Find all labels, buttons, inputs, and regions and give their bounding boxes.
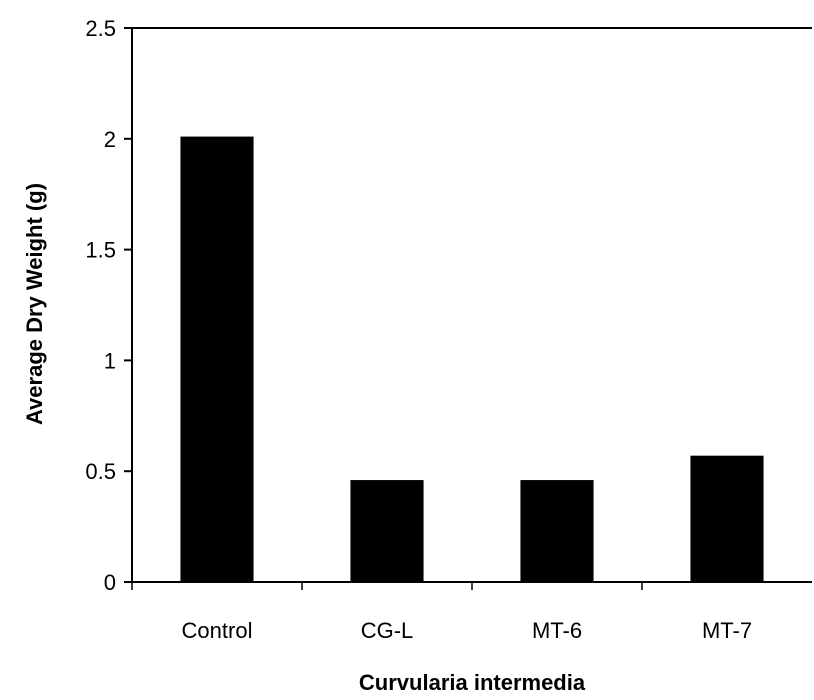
x-tick-label: MT-6 xyxy=(532,618,582,643)
bar xyxy=(350,480,424,582)
y-tick-label: 1.5 xyxy=(85,238,116,263)
y-tick-label: 0.5 xyxy=(85,459,116,484)
x-tick-label: Control xyxy=(182,618,253,643)
y-tick-label: 2.5 xyxy=(85,16,116,41)
y-tick-label: 0 xyxy=(104,570,116,595)
bar xyxy=(520,480,594,582)
bar xyxy=(180,136,254,583)
y-tick-label: 2 xyxy=(104,127,116,152)
bars xyxy=(180,136,764,583)
y-tick-label: 1 xyxy=(104,348,116,373)
y-axis-ticks: 0 0.5 1 1.5 2 2.5 xyxy=(85,16,132,595)
x-axis-title: Curvularia intermedia xyxy=(359,670,586,695)
x-axis-ticks: Control CG-L MT-6 MT-7 xyxy=(131,582,752,643)
bar xyxy=(690,455,764,582)
x-tick-label: MT-7 xyxy=(702,618,752,643)
y-axis-title: Average Dry Weight (g) xyxy=(22,183,47,425)
x-tick-label: CG-L xyxy=(361,618,414,643)
